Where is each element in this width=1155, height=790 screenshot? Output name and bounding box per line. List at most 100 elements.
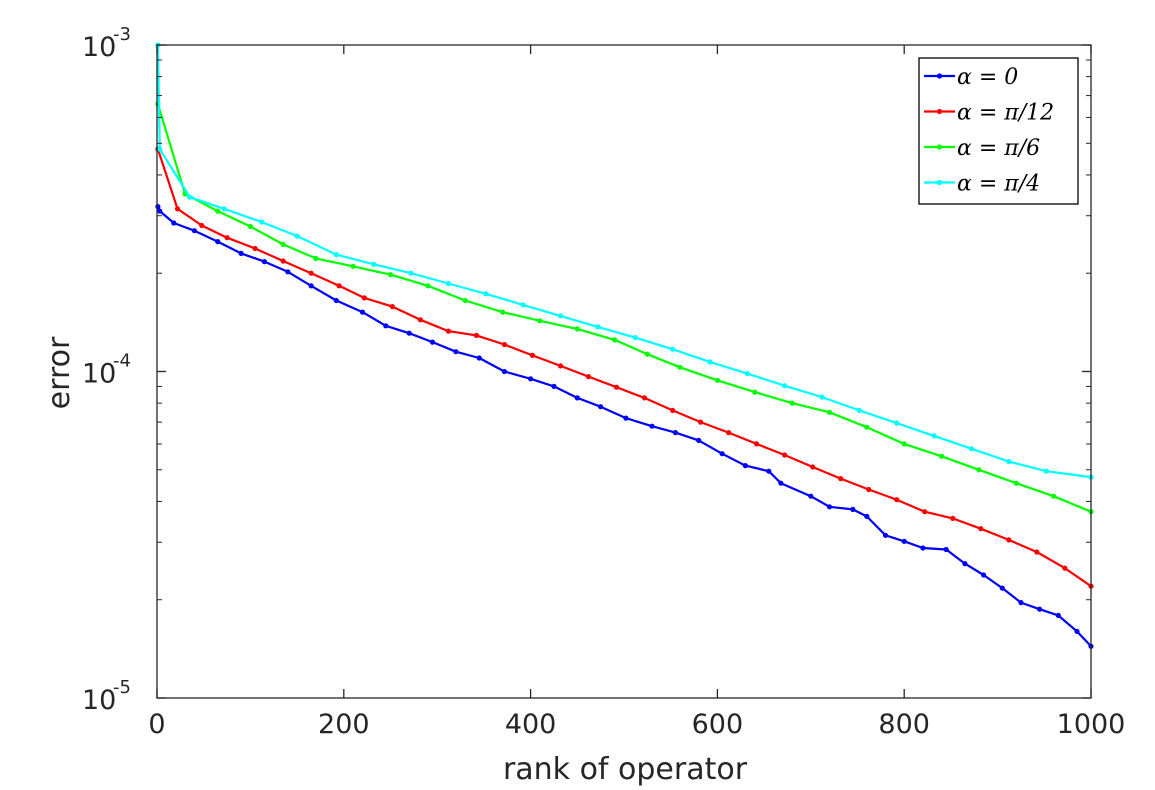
data-point xyxy=(417,317,423,323)
data-point xyxy=(199,222,205,229)
data-point xyxy=(1074,628,1080,635)
data-point xyxy=(1062,565,1068,571)
data-point xyxy=(157,146,163,152)
data-point xyxy=(215,239,221,245)
data-point xyxy=(672,430,679,436)
data-point xyxy=(999,585,1005,591)
data-point xyxy=(574,395,580,401)
data-point xyxy=(864,424,870,430)
data-point xyxy=(810,464,816,470)
data-point xyxy=(744,371,750,377)
data-point xyxy=(445,280,451,287)
data-point xyxy=(894,497,900,503)
data-point xyxy=(280,241,286,247)
y-axis-label: error xyxy=(42,336,77,409)
x-tick-label: 200 xyxy=(318,709,370,740)
data-point xyxy=(939,453,945,459)
data-point xyxy=(483,291,489,297)
data-point xyxy=(371,261,377,267)
data-point xyxy=(528,376,534,382)
data-point xyxy=(901,538,907,544)
data-point xyxy=(247,223,253,230)
data-point xyxy=(649,423,655,429)
y-tick-exponent: -3 xyxy=(113,24,131,45)
data-point xyxy=(221,206,227,212)
data-point xyxy=(294,233,300,239)
legend-label: α = π/12 xyxy=(957,101,1054,126)
y-tick-label: 10 xyxy=(82,32,116,63)
data-point xyxy=(333,297,339,304)
data-point xyxy=(981,572,987,578)
data-point xyxy=(1037,606,1043,612)
data-point xyxy=(922,509,928,515)
legend-marker xyxy=(936,144,943,150)
legend-entry-1: α = π/12 xyxy=(924,101,1054,126)
data-point xyxy=(462,297,468,304)
data-point xyxy=(976,467,982,473)
data-point xyxy=(1006,458,1012,465)
data-point xyxy=(406,330,412,336)
data-point xyxy=(920,545,926,551)
data-point xyxy=(598,404,604,410)
data-point xyxy=(1034,549,1040,555)
data-point xyxy=(754,441,760,447)
data-point xyxy=(901,441,907,447)
legend-label: α = 0 xyxy=(957,65,1018,90)
data-point xyxy=(359,309,366,315)
x-tick-label: 800 xyxy=(878,709,930,740)
series-layer xyxy=(155,42,1094,649)
data-point xyxy=(894,420,900,426)
legend-marker xyxy=(936,73,943,79)
data-point xyxy=(529,352,536,358)
data-point xyxy=(350,263,356,269)
data-point xyxy=(224,235,230,241)
data-point xyxy=(174,206,181,212)
data-point xyxy=(677,364,683,370)
data-point xyxy=(782,383,788,389)
data-point xyxy=(259,219,265,225)
data-point xyxy=(782,452,788,458)
x-axis-label: rank of operator xyxy=(503,752,748,787)
data-point xyxy=(1013,480,1019,486)
data-point xyxy=(445,328,451,334)
legend: α = 0 α = π/12 α = π/6 α = π/4 xyxy=(918,57,1079,205)
data-point xyxy=(698,419,704,425)
data-point xyxy=(670,346,676,352)
data-point xyxy=(308,270,314,276)
data-point xyxy=(613,384,620,390)
data-point xyxy=(641,395,648,401)
data-point xyxy=(864,513,870,520)
data-point xyxy=(453,349,459,355)
data-point xyxy=(1006,537,1012,543)
data-point xyxy=(856,407,863,413)
data-point xyxy=(361,295,367,301)
data-point xyxy=(719,451,725,457)
data-point xyxy=(155,204,161,210)
data-point xyxy=(476,355,482,361)
data-point xyxy=(742,463,749,469)
data-point xyxy=(501,341,507,348)
data-point xyxy=(1043,468,1049,474)
x-tick-label: 1000 xyxy=(1057,709,1126,740)
x-tick-label: 600 xyxy=(692,709,744,740)
y-tick-label: 10 xyxy=(82,359,116,390)
data-point xyxy=(252,245,258,252)
series-3 xyxy=(155,42,1094,480)
data-point xyxy=(696,437,702,443)
data-point xyxy=(752,389,758,395)
data-point xyxy=(473,332,479,338)
legend-label: α = π/6 xyxy=(957,136,1040,161)
data-point xyxy=(187,194,193,200)
data-point xyxy=(313,255,319,261)
data-point xyxy=(157,208,163,214)
y-tick-label: 10 xyxy=(82,685,116,716)
data-point xyxy=(429,339,436,345)
y-tick-exponent: -4 xyxy=(113,351,131,372)
data-point xyxy=(557,313,564,319)
legend-entry-2: α = π/6 xyxy=(924,136,1040,161)
data-point xyxy=(336,283,342,289)
legend-box xyxy=(918,57,1079,205)
data-point xyxy=(551,383,557,389)
